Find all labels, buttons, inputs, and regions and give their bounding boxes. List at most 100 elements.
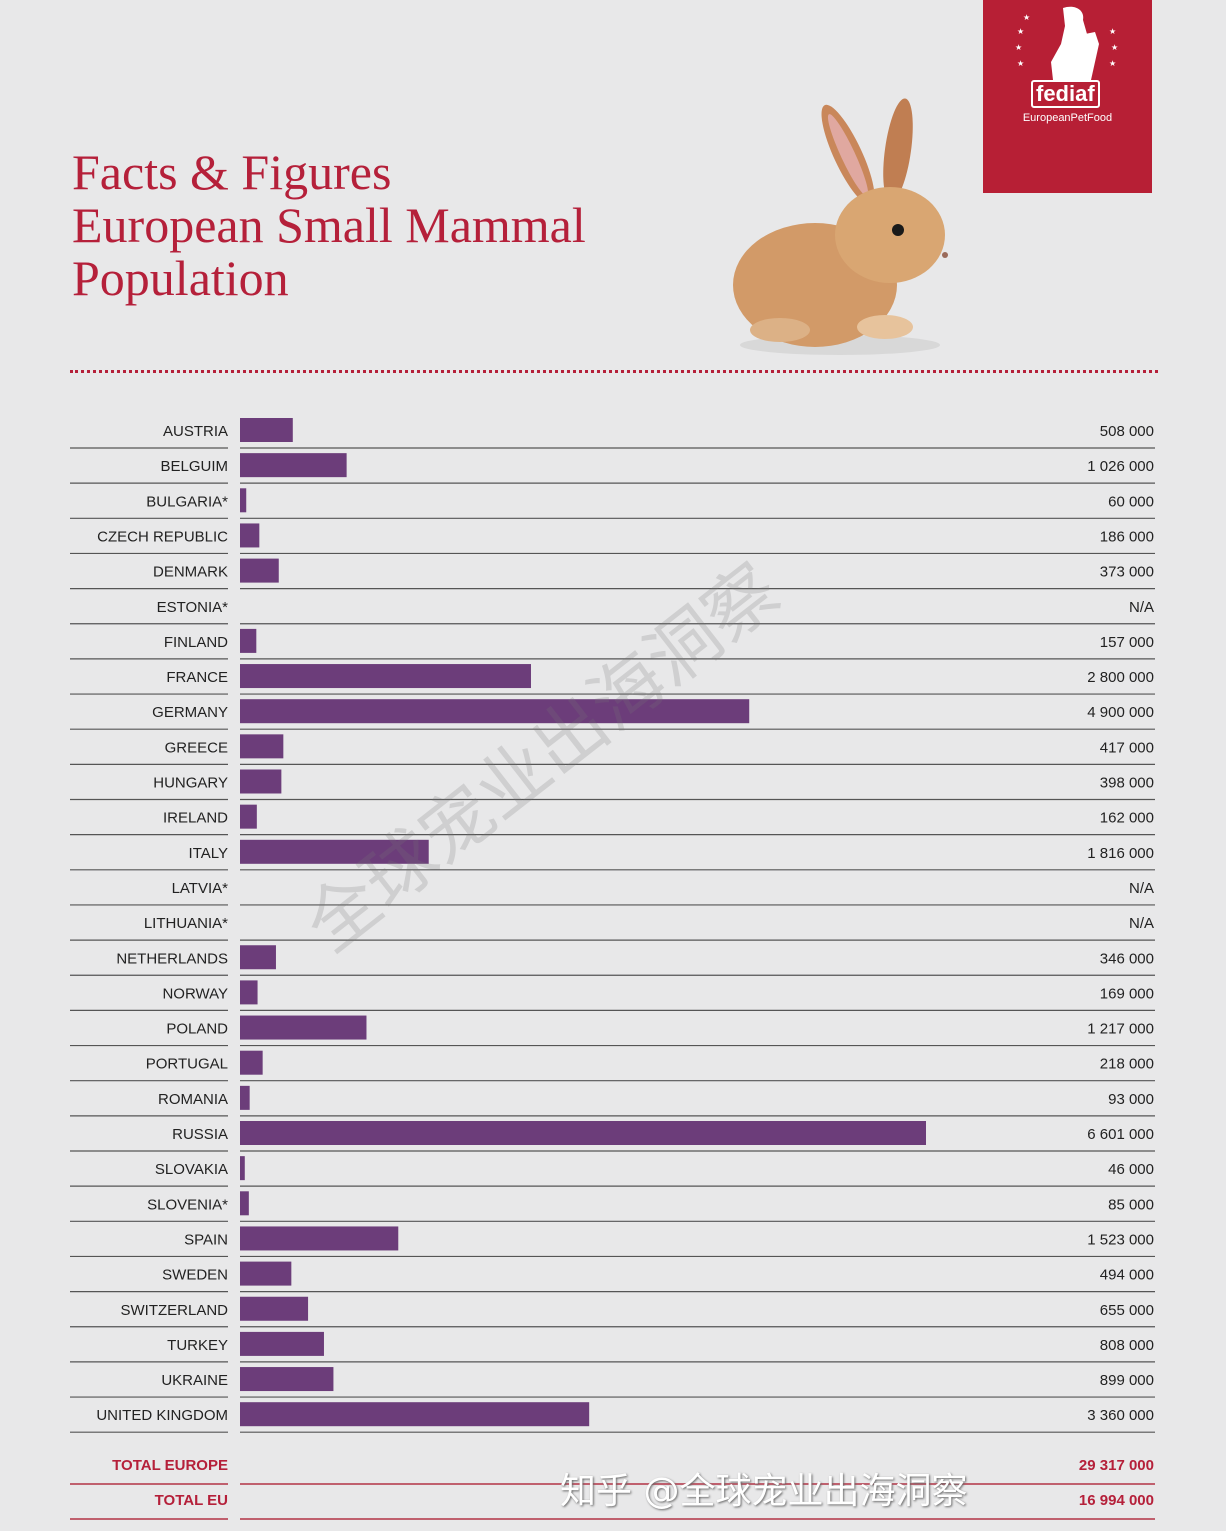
value-label: 417 000: [1100, 739, 1154, 756]
value-label: 346 000: [1100, 950, 1154, 967]
logo-wordmark: fediaf: [1031, 80, 1100, 108]
svg-text:★: ★: [1023, 13, 1030, 22]
bar: [240, 453, 347, 478]
value-label: 218 000: [1100, 1056, 1154, 1073]
bar: [240, 1296, 309, 1321]
total-label: TOTAL EUROPE: [112, 1457, 228, 1474]
bar: [240, 628, 257, 653]
category-label: DENMARK: [153, 564, 228, 581]
title-line: Population: [72, 250, 289, 306]
svg-text:★: ★: [1017, 59, 1024, 68]
bar: [240, 945, 276, 970]
bar: [240, 1156, 245, 1181]
bar: [240, 804, 257, 829]
svg-text:★: ★: [1015, 43, 1022, 52]
value-label: 398 000: [1100, 775, 1154, 792]
logo-tagline: EuropeanPetFood: [1022, 112, 1113, 124]
value-label: 186 000: [1100, 528, 1154, 545]
total-value: 29 317 000: [1079, 1457, 1154, 1474]
svg-text:★: ★: [1109, 59, 1116, 68]
category-label: NORWAY: [162, 985, 228, 1002]
category-label: GERMANY: [152, 704, 228, 721]
category-label: SWEDEN: [162, 1267, 228, 1284]
title-line: Facts & Figures: [72, 144, 392, 200]
value-label: 6 601 000: [1087, 1126, 1154, 1143]
category-label: IRELAND: [163, 810, 228, 827]
bar: [240, 1367, 334, 1392]
bar: [240, 1261, 292, 1286]
dog-cat-emblem-icon: ★ ★ ★ ★ ★ ★ ★: [1015, 6, 1118, 80]
category-label: AUSTRIA: [163, 423, 228, 440]
category-label: ESTONIA*: [157, 599, 229, 616]
category-label: LATVIA*: [172, 880, 229, 897]
bar: [240, 418, 293, 442]
total-label: TOTAL EU: [155, 1492, 228, 1509]
category-label: FINLAND: [164, 634, 228, 651]
svg-text:★: ★: [1109, 27, 1116, 36]
bar: [240, 699, 750, 724]
bar: [240, 769, 282, 794]
value-label: 1 816 000: [1087, 845, 1154, 862]
rabbit-image: [733, 98, 948, 355]
value-label: N/A: [1129, 915, 1154, 932]
value-label: 157 000: [1100, 634, 1154, 651]
dotted-divider: [70, 370, 1158, 373]
category-label: BULGARIA*: [146, 493, 228, 510]
title-line: European Small Mammal: [72, 197, 586, 253]
bar: [240, 1226, 399, 1251]
value-label: 808 000: [1100, 1337, 1154, 1354]
bar: [240, 558, 279, 583]
bar: [240, 1015, 367, 1040]
category-label: BELGUIM: [160, 458, 228, 475]
value-label: 373 000: [1100, 564, 1154, 581]
value-label: N/A: [1129, 880, 1154, 897]
value-label: 162 000: [1100, 810, 1154, 827]
category-label: UNITED KINGDOM: [96, 1407, 228, 1424]
bar: [240, 488, 247, 513]
bar: [240, 734, 284, 759]
bar: [240, 980, 258, 1005]
total-value: 16 994 000: [1079, 1492, 1154, 1509]
value-label: 46 000: [1108, 1161, 1154, 1178]
bar: [240, 1191, 249, 1216]
value-label: 1 217 000: [1087, 1021, 1154, 1038]
category-label: RUSSIA: [172, 1126, 228, 1143]
value-label: 508 000: [1100, 423, 1154, 440]
category-label: TURKEY: [167, 1337, 228, 1354]
value-label: 85 000: [1108, 1196, 1154, 1213]
category-label: ITALY: [189, 845, 228, 862]
category-label: NETHERLANDS: [116, 950, 228, 967]
value-label: N/A: [1129, 599, 1154, 616]
fediaf-logo: ★ ★ ★ ★ ★ ★ ★ fediaf EuropeanPetFood: [983, 0, 1152, 193]
bar: [240, 839, 429, 864]
value-label: 1 523 000: [1087, 1231, 1154, 1248]
category-label: HUNGARY: [153, 775, 228, 792]
bar: [240, 1402, 590, 1427]
value-label: 3 360 000: [1087, 1407, 1154, 1424]
bar: [240, 1085, 250, 1110]
category-label: SLOVAKIA: [155, 1161, 228, 1178]
watermark-corner: 知乎 @全球宠业出海洞察: [560, 1471, 968, 1512]
category-label: POLAND: [166, 1021, 228, 1038]
value-label: 169 000: [1100, 985, 1154, 1002]
bar: [240, 1121, 926, 1145]
value-label: 4 900 000: [1087, 704, 1154, 721]
bar: [240, 1050, 263, 1075]
bar: [240, 664, 531, 689]
value-label: 60 000: [1108, 493, 1154, 510]
svg-text:★: ★: [1017, 27, 1024, 36]
category-label: PORTUGAL: [146, 1056, 228, 1073]
category-label: FRANCE: [166, 669, 228, 686]
category-label: CZECH REPUBLIC: [97, 528, 228, 545]
category-label: LITHUANIA*: [144, 915, 228, 932]
bar: [240, 1331, 324, 1356]
category-label: UKRAINE: [161, 1372, 228, 1389]
value-label: 899 000: [1100, 1372, 1154, 1389]
category-label: ROMANIA: [158, 1091, 228, 1108]
value-label: 2 800 000: [1087, 669, 1154, 686]
category-label: SLOVENIA*: [147, 1196, 228, 1213]
category-label: GREECE: [165, 739, 228, 756]
value-label: 655 000: [1100, 1302, 1154, 1319]
category-label: SWITZERLAND: [120, 1302, 228, 1319]
